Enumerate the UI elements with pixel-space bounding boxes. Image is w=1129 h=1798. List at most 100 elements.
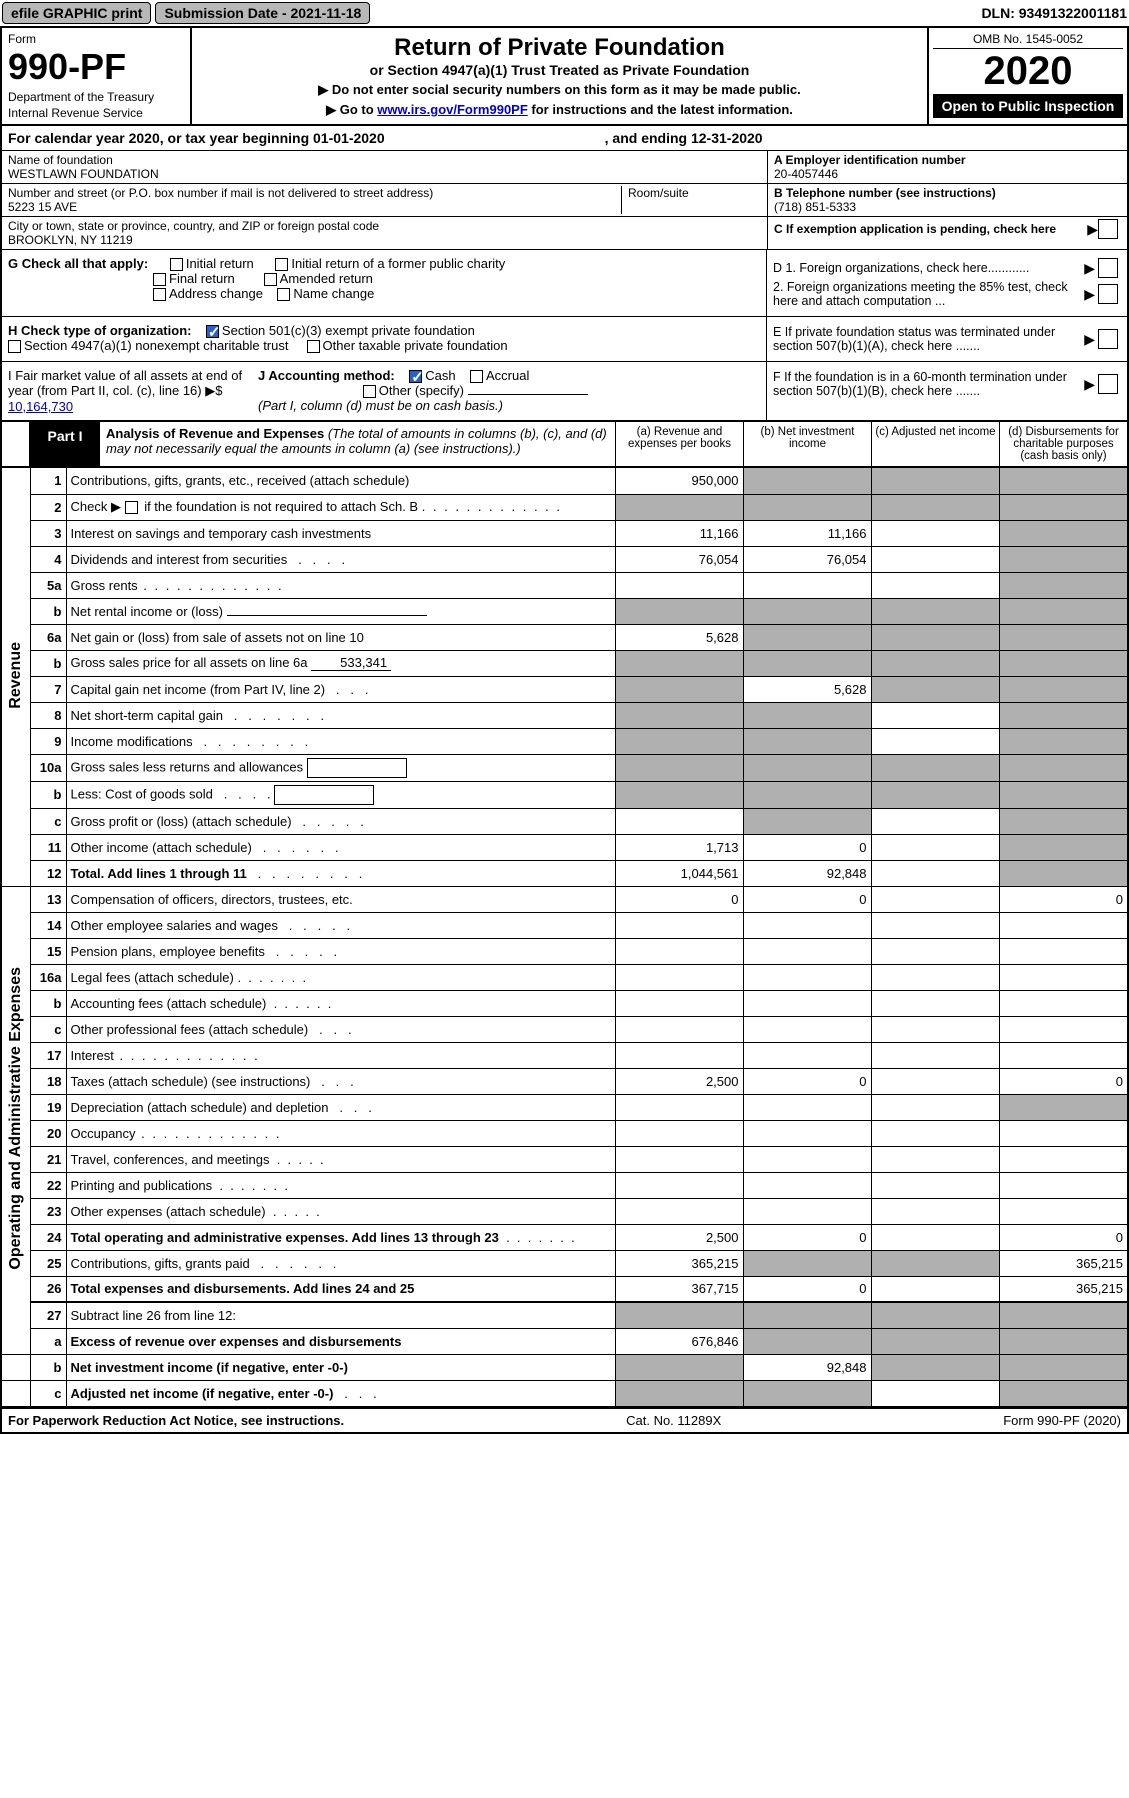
expenses-label: Operating and Administrative Expenses (7, 967, 25, 1270)
initial-return-checkbox[interactable] (170, 258, 183, 271)
ln-20: 20 (30, 1120, 66, 1146)
desc-26: Total expenses and disbursements. Add li… (66, 1276, 615, 1302)
ln-18: 18 (30, 1068, 66, 1094)
ln-27a: a (30, 1328, 66, 1354)
ln-13: 13 (30, 886, 66, 912)
desc-14: Other employee salaries and wages . . . … (66, 912, 615, 938)
desc-15: Pension plans, employee benefits . . . .… (66, 938, 615, 964)
val-18d: 0 (999, 1068, 1127, 1094)
val-6a: 5,628 (615, 624, 743, 650)
j-label: J Accounting method: (258, 368, 395, 383)
irs-link[interactable]: www.irs.gov/Form990PF (377, 102, 528, 117)
amended-return-checkbox[interactable] (264, 273, 277, 286)
desc-13: Compensation of officers, directors, tru… (66, 886, 615, 912)
desc-5b: Net rental income or (loss) (66, 598, 615, 624)
ln-16a: 16a (30, 964, 66, 990)
phone-label: B Telephone number (see instructions) (774, 186, 996, 200)
desc-16c: Other professional fees (attach schedule… (66, 1016, 615, 1042)
ein-label: A Employer identification number (774, 153, 966, 167)
exemption-checkbox[interactable] (1098, 219, 1118, 239)
street-address: 5223 15 AVE (8, 200, 621, 214)
accrual-checkbox[interactable] (470, 370, 483, 383)
phone-value: (718) 851-5333 (774, 200, 1121, 214)
ln-22: 22 (30, 1172, 66, 1198)
ln-27b: b (30, 1354, 66, 1380)
ln-5b: b (30, 598, 66, 624)
4947-checkbox[interactable] (8, 340, 21, 353)
final-return-label: Final return (169, 271, 235, 286)
tax-year: 2020 (933, 49, 1123, 94)
ln-11: 11 (30, 834, 66, 860)
desc-27: Subtract line 26 from line 12: (66, 1302, 615, 1328)
col-d-header: (d) Disbursements for charitable purpose… (999, 422, 1127, 466)
f-label: F If the foundation is in a 60-month ter… (773, 370, 1081, 398)
footer-mid: Cat. No. 11289X (626, 1413, 721, 1428)
desc-16a: Legal fees (attach schedule) . . . . . .… (66, 964, 615, 990)
cal-year-end: , and ending 12-31-2020 (605, 130, 763, 146)
schb-checkbox[interactable] (125, 501, 138, 514)
submission-button[interactable]: Submission Date - 2021-11-18 (155, 2, 370, 24)
e-checkbox[interactable] (1098, 329, 1118, 349)
desc-1: Contributions, gifts, grants, etc., rece… (66, 468, 615, 494)
desc-6b: Gross sales price for all assets on line… (66, 650, 615, 676)
val-13a: 0 (615, 886, 743, 912)
ln-27: 27 (30, 1302, 66, 1328)
e-label: E If private foundation status was termi… (773, 325, 1081, 353)
ln-14: 14 (30, 912, 66, 938)
name-change-label: Name change (293, 286, 374, 301)
val-7b: 5,628 (743, 676, 871, 702)
f-checkbox[interactable] (1098, 374, 1118, 394)
ln-10c: c (30, 808, 66, 834)
val-24d: 0 (999, 1224, 1127, 1250)
initial-former-label: Initial return of a former public charit… (291, 256, 505, 271)
desc-7: Capital gain net income (from Part IV, l… (66, 676, 615, 702)
desc-19: Depreciation (attach schedule) and deple… (66, 1094, 615, 1120)
ln-7: 7 (30, 676, 66, 702)
val-6b-inline: 533,341 (311, 655, 391, 671)
dln-text: DLN: 93491322001181 (981, 5, 1127, 21)
dept-treasury: Department of the Treasury (8, 90, 184, 104)
d1-checkbox[interactable] (1098, 258, 1118, 278)
revenue-label: Revenue (7, 642, 25, 709)
ln-16c: c (30, 1016, 66, 1042)
other-taxable-checkbox[interactable] (307, 340, 320, 353)
desc-27a: Excess of revenue over expenses and disb… (66, 1328, 615, 1354)
i-label: I Fair market value of all assets at end… (8, 368, 242, 398)
desc-18: Taxes (attach schedule) (see instruction… (66, 1068, 615, 1094)
form-subtitle: or Section 4947(a)(1) Trust Treated as P… (198, 62, 921, 78)
501c3-checkbox[interactable] (206, 325, 219, 338)
final-return-checkbox[interactable] (153, 273, 166, 286)
amended-return-label: Amended return (280, 271, 373, 286)
col-a-header: (a) Revenue and expenses per books (615, 422, 743, 466)
ln-2: 2 (30, 494, 66, 520)
name-change-checkbox[interactable] (277, 288, 290, 301)
efile-button[interactable]: efile GRAPHIC print (2, 2, 151, 24)
desc-16b: Accounting fees (attach schedule) . . . … (66, 990, 615, 1016)
address-change-checkbox[interactable] (153, 288, 166, 301)
ln-23: 23 (30, 1198, 66, 1224)
ln-19: 19 (30, 1094, 66, 1120)
other-method-checkbox[interactable] (363, 385, 376, 398)
desc-8: Net short-term capital gain . . . . . . … (66, 702, 615, 728)
val-13b: 0 (743, 886, 871, 912)
d2-checkbox[interactable] (1098, 284, 1118, 304)
foundation-name: WESTLAWN FOUNDATION (8, 167, 761, 181)
fmv-value[interactable]: 10,164,730 (8, 399, 73, 414)
d2-label: 2. Foreign organizations meeting the 85%… (773, 280, 1081, 308)
form-label: Form (8, 32, 184, 46)
dept-irs: Internal Revenue Service (8, 106, 184, 120)
val-25d: 365,215 (999, 1250, 1127, 1276)
val-24a: 2,500 (615, 1224, 743, 1250)
ln-21: 21 (30, 1146, 66, 1172)
desc-17: Interest (66, 1042, 615, 1068)
val-27b: 92,848 (743, 1354, 871, 1380)
initial-former-checkbox[interactable] (275, 258, 288, 271)
val-26b: 0 (743, 1276, 871, 1302)
d1-label: D 1. Foreign organizations, check here..… (773, 261, 1081, 275)
col-b-header: (b) Net investment income (743, 422, 871, 466)
val-11a: 1,713 (615, 834, 743, 860)
ln-12: 12 (30, 860, 66, 886)
cash-checkbox[interactable] (409, 370, 422, 383)
val-12b: 92,848 (743, 860, 871, 886)
j-note: (Part I, column (d) must be on cash basi… (258, 398, 503, 413)
